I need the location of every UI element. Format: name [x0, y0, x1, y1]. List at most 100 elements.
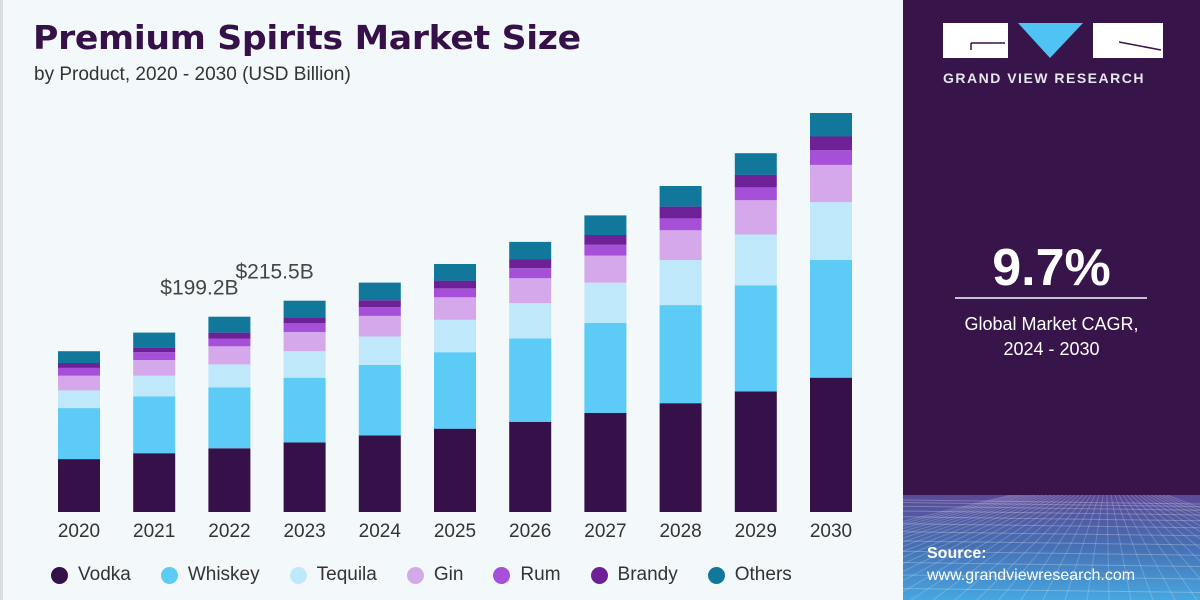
bar-whiskey-2022 [208, 387, 251, 449]
bar-tequila-2022 [208, 364, 251, 388]
bar-whiskey-2029 [734, 285, 777, 392]
legend-item-vodka: Vodka [51, 564, 131, 586]
bar-rum-2025 [434, 288, 476, 298]
cagr-divider [955, 297, 1147, 299]
legend-swatch-icon [406, 566, 424, 584]
brand-name: GRAND VIEW RESEARCH [943, 70, 1145, 86]
bar-whiskey-2026 [509, 338, 552, 422]
cagr-label: Global Market CAGR, 2024 - 2030 [903, 312, 1200, 362]
bar-brandy-2028 [659, 206, 702, 219]
bar-rum-2028 [659, 218, 702, 231]
bar-others-2024 [358, 282, 401, 301]
bar-gin-2028 [659, 230, 702, 260]
brand-sidebar: GRAND VIEW RESEARCH 9.7% Global Market C… [903, 0, 1200, 600]
bar-stack-2020 [58, 351, 100, 512]
legend-label: Tequila [316, 564, 377, 585]
bar-vodka-2028 [659, 403, 702, 512]
legend-label: Gin [433, 564, 464, 585]
x-tick-label: 2023 [283, 521, 325, 542]
bar-stack-2029 [734, 153, 777, 512]
source-url[interactable]: www.grandviewresearch.com [927, 567, 1136, 584]
bar-brandy-2021 [133, 347, 176, 353]
legend-label: Others [734, 564, 792, 585]
bar-vodka-2020 [58, 459, 100, 512]
bar-stack-2022 [208, 316, 251, 512]
bar-whiskey-2025 [434, 352, 476, 429]
bar-vodka-2026 [509, 421, 552, 512]
bar-vodka-2025 [434, 428, 476, 512]
cagr-value: 9.7% [992, 239, 1111, 297]
bar-rum-2026 [509, 268, 552, 279]
legend-label: Vodka [78, 564, 131, 585]
value-annotation-2023: $215.5B [235, 261, 313, 284]
bar-tequila-2026 [509, 303, 552, 339]
bar-others-2023 [283, 300, 326, 318]
bar-others-2028 [659, 186, 702, 207]
bar-tequila-2027 [584, 282, 627, 323]
bar-rum-2023 [283, 323, 326, 333]
bar-whiskey-2020 [58, 408, 100, 460]
legend-swatch-icon [289, 566, 307, 584]
bar-stack-2021 [133, 332, 176, 512]
bar-gin-2025 [434, 297, 476, 320]
bar-others-2027 [584, 215, 627, 235]
x-tick-label: 2024 [359, 521, 402, 542]
chart-legend: Vodka Whiskey Tequila Gin Rum Brandy Others [23, 564, 822, 586]
bar-stack-2025 [434, 264, 476, 512]
bar-stack-2030 [810, 113, 852, 512]
legend-item-tequila: Tequila [289, 564, 377, 586]
bar-rum-2027 [584, 244, 627, 256]
bar-brandy-2020 [58, 363, 100, 368]
bar-vodka-2030 [810, 377, 852, 512]
bar-others-2026 [509, 241, 552, 260]
x-tick-label: 2026 [509, 521, 551, 542]
legend-swatch-icon [51, 566, 68, 584]
bar-vodka-2024 [358, 435, 401, 512]
bar-gin-2029 [734, 200, 777, 235]
bar-stack-2024 [358, 282, 401, 512]
bar-vodka-2027 [584, 413, 627, 512]
cagr-label-line1: Global Market CAGR, [964, 314, 1139, 334]
bar-rum-2021 [133, 352, 176, 360]
bar-gin-2023 [283, 332, 326, 352]
bar-brandy-2027 [584, 235, 627, 245]
x-tick-label: 2029 [735, 521, 777, 542]
grid-background-graphic [903, 494, 1200, 600]
bar-stack-2027 [584, 215, 627, 512]
legend-swatch-icon [493, 566, 511, 584]
bar-gin-2022 [208, 346, 251, 365]
x-tick-label: 2028 [659, 521, 701, 542]
bar-others-2025 [434, 264, 476, 281]
bar-brandy-2024 [358, 300, 401, 308]
legend-item-rum: Rum [493, 564, 561, 586]
bar-tequila-2020 [58, 390, 100, 408]
legend-item-others: Others [707, 564, 792, 586]
bar-gin-2026 [509, 278, 552, 304]
bar-gin-2027 [584, 255, 627, 283]
bar-vodka-2029 [734, 391, 777, 512]
bar-stack-2023 [283, 300, 326, 512]
bar-rum-2029 [734, 187, 777, 201]
x-tick-label: 2021 [133, 521, 175, 542]
bar-tequila-2025 [434, 319, 476, 353]
bar-brandy-2026 [509, 259, 552, 269]
x-tick-label: 2027 [584, 521, 626, 542]
stacked-bar-chart: 2020 2021 2022 2023 2024 2025 2026 2027 2028 2029… [58, 113, 852, 542]
bar-brandy-2029 [734, 174, 777, 188]
chart-subtitle: by Product, 2020 - 2030 (USD Billion) [34, 64, 351, 85]
grand-view-research-logo [943, 23, 1163, 58]
bar-tequila-2021 [133, 375, 176, 397]
bar-gin-2030 [810, 164, 852, 203]
bar-tequila-2029 [734, 234, 777, 286]
bar-others-2022 [208, 316, 251, 333]
bar-whiskey-2028 [659, 305, 702, 404]
legend-label: Brandy [617, 564, 678, 585]
value-annotation-2022: $199.2B [160, 277, 238, 300]
bar-brandy-2030 [810, 136, 852, 151]
bar-whiskey-2027 [584, 322, 627, 413]
legend-label: Whiskey [187, 564, 260, 585]
bar-gin-2024 [358, 315, 401, 337]
bar-tequila-2024 [358, 336, 401, 365]
legend-label: Rum [520, 564, 561, 585]
legend-item-gin: Gin [406, 564, 464, 586]
